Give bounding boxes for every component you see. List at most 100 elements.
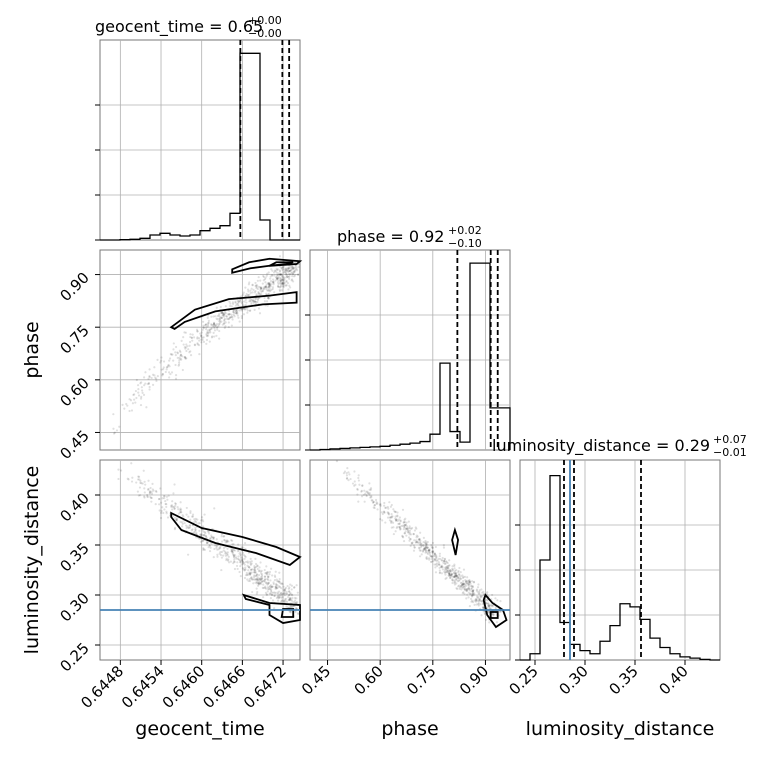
- scatter-luminosity-distance-vs-geocent-time-point-282: [278, 594, 281, 597]
- scatter-phase-vs-geocent-time-point-477: [260, 292, 263, 296]
- scatter-phase-vs-geocent-time-point-346: [279, 278, 282, 281]
- scatter-phase-vs-geocent-time-point-492: [241, 303, 245, 306]
- scatter-luminosity-distance-vs-geocent-time-point-238: [243, 576, 247, 580]
- scatter-luminosity-distance-vs-phase-point-9: [468, 581, 472, 584]
- scatter-luminosity-distance-vs-phase-point-591: [433, 558, 437, 561]
- scatter-phase-vs-geocent-time-point-580: [214, 324, 217, 327]
- scatter-luminosity-distance-vs-phase-point-253: [407, 520, 410, 523]
- scatter-luminosity-distance-vs-geocent-time-point-278: [225, 558, 228, 562]
- scatter-phase-vs-geocent-time-point-65: [268, 281, 271, 285]
- scatter-luminosity-distance-vs-geocent-time-point-551: [215, 544, 218, 547]
- scatter-luminosity-distance-vs-geocent-time-point-0: [249, 562, 252, 565]
- scatter-phase-vs-geocent-time-point-611: [241, 300, 244, 303]
- scatter-luminosity-distance-vs-geocent-time-point-298: [283, 592, 286, 595]
- scatter-luminosity-distance-vs-geocent-time-point-287: [224, 541, 227, 544]
- scatter-luminosity-distance-vs-phase-point-673: [416, 540, 419, 543]
- scatter-phase-vs-geocent-time-point-677: [242, 293, 245, 296]
- scatter-luminosity-distance-vs-phase-point-307: [391, 521, 395, 524]
- scatter-luminosity-distance-vs-geocent-time-point-604: [187, 553, 190, 556]
- scatter-luminosity-distance-vs-geocent-time-point-532: [281, 582, 284, 586]
- scatter-luminosity-distance-vs-phase-point-548: [453, 564, 456, 568]
- scatter-luminosity-distance-vs-phase-point-572: [457, 579, 461, 582]
- scatter-phase-vs-geocent-time-point-255: [295, 267, 298, 271]
- scatter-luminosity-distance-vs-phase-point-265: [370, 499, 373, 502]
- scatter-phase-vs-geocent-time-point-46: [154, 376, 157, 379]
- scatter-phase-vs-geocent-time-point-285: [253, 300, 257, 303]
- scatter-luminosity-distance-vs-phase-point-368: [428, 551, 431, 554]
- scatter-luminosity-distance-vs-phase-point-532: [426, 551, 429, 554]
- scatter-luminosity-distance-vs-geocent-time-point-455: [217, 548, 220, 551]
- scatter-luminosity-distance-vs-phase-point-563: [342, 472, 346, 475]
- scatter-luminosity-distance-vs-geocent-time-point-326: [243, 554, 246, 557]
- scatter-phase-vs-geocent-time-point-594: [227, 325, 230, 329]
- scatter-phase-vs-geocent-time-point-40: [279, 273, 282, 276]
- scatter-luminosity-distance-vs-phase-point-387: [491, 614, 495, 617]
- scatter-luminosity-distance-vs-phase-point-224: [470, 587, 473, 591]
- scatter-luminosity-distance-vs-geocent-time-point-217: [289, 591, 292, 595]
- ytick-label-phase-1: 0.60: [56, 374, 92, 410]
- scatter-luminosity-distance-vs-phase-point-658: [425, 545, 428, 548]
- scatter-luminosity-distance-vs-phase-point-380: [443, 559, 446, 563]
- scatter-phase-vs-geocent-time-point-218: [140, 381, 143, 384]
- scatter-luminosity-distance-vs-geocent-time-point-48: [230, 549, 233, 553]
- scatter-luminosity-distance-vs-phase-point-150: [371, 499, 374, 502]
- scatter-luminosity-distance-vs-geocent-time-point-269: [243, 541, 247, 545]
- scatter-phase-vs-geocent-time-point-95: [137, 391, 140, 394]
- scatter-luminosity-distance-vs-geocent-time-point-595: [234, 556, 238, 559]
- scatter-luminosity-distance-vs-phase-point-651: [383, 511, 386, 514]
- scatter-luminosity-distance-vs-geocent-time-point-465: [210, 535, 214, 539]
- scatter-luminosity-distance-vs-phase-point-488: [458, 573, 461, 576]
- title-luminosity-distance-plus: +0.07: [713, 433, 747, 446]
- scatter-phase-vs-geocent-time-point-524: [287, 267, 290, 270]
- scatter-luminosity-distance-vs-phase-point-566: [480, 600, 483, 603]
- scatter-phase-vs-geocent-time-point-660: [220, 316, 223, 319]
- scatter-luminosity-distance-vs-phase-point-27: [477, 598, 480, 601]
- scatter-luminosity-distance-vs-phase-point-388: [450, 573, 453, 576]
- scatter-phase-vs-geocent-time-point-373: [199, 332, 202, 335]
- scatter-phase-vs-geocent-time-point-458: [279, 279, 282, 282]
- scatter-luminosity-distance-vs-phase-point-229: [391, 515, 394, 518]
- scatter-phase-vs-geocent-time-point-241: [184, 346, 188, 349]
- scatter-luminosity-distance-vs-geocent-time-point-182: [208, 544, 211, 548]
- scatter-luminosity-distance-vs-phase-point-668: [388, 519, 392, 522]
- scatter-luminosity-distance-vs-phase-point-646: [388, 516, 392, 519]
- scatter-luminosity-distance-vs-phase-point-538: [471, 590, 474, 593]
- scatter-phase-vs-geocent-time-point-238: [219, 317, 222, 320]
- scatter-luminosity-distance-vs-geocent-time-point-45: [287, 593, 291, 597]
- scatter-luminosity-distance-vs-phase-point-15: [441, 566, 444, 569]
- scatter-luminosity-distance-vs-phase-point-228: [471, 591, 475, 595]
- scatter-luminosity-distance-vs-geocent-time-point-208: [210, 534, 213, 537]
- scatter-luminosity-distance-vs-phase-point-508: [455, 574, 458, 577]
- scatter-phase-vs-geocent-time-point-473: [212, 325, 215, 328]
- scatter-phase-vs-geocent-time-point-107: [276, 277, 279, 280]
- scatter-luminosity-distance-vs-geocent-time-point-579: [287, 595, 290, 599]
- scatter-luminosity-distance-vs-phase-point-84: [416, 535, 419, 538]
- scatter-luminosity-distance-vs-phase-point-582: [419, 531, 422, 534]
- scatter-phase-vs-geocent-time-point-487: [257, 307, 261, 310]
- scatter-luminosity-distance-vs-phase-point-436: [443, 566, 447, 569]
- scatter-luminosity-distance-vs-geocent-time-point-616: [212, 538, 215, 541]
- scatter-luminosity-distance-vs-phase-point-199: [394, 515, 397, 518]
- scatter-phase-vs-geocent-time-point-101: [184, 357, 187, 360]
- scatter-luminosity-distance-vs-phase-point-614: [477, 595, 480, 599]
- scatter-luminosity-distance-vs-phase-point-303: [408, 525, 411, 528]
- scatter-luminosity-distance-vs-phase-point-399: [376, 502, 379, 505]
- scatter-luminosity-distance-vs-geocent-time-point-613: [138, 486, 142, 489]
- scatter-luminosity-distance-vs-phase-point-298: [430, 550, 434, 553]
- scatter-phase-vs-geocent-time-point-380: [292, 267, 295, 270]
- scatter-luminosity-distance-vs-geocent-time-point-83: [295, 584, 298, 587]
- scatter-luminosity-distance-vs-geocent-time-point-661: [146, 495, 149, 499]
- scatter-phase-vs-geocent-time-point-682: [235, 312, 238, 315]
- scatter-luminosity-distance-vs-phase-point-342: [346, 467, 349, 470]
- scatter-phase-vs-geocent-time-point-543: [201, 336, 204, 340]
- scatter-luminosity-distance-vs-phase-point-300: [422, 548, 425, 551]
- scatter-phase-vs-geocent-time-point-264: [139, 382, 142, 385]
- scatter-phase-vs-geocent-time-point-459: [190, 336, 193, 340]
- scatter-luminosity-distance-vs-phase-point-444: [404, 530, 407, 533]
- scatter-luminosity-distance-vs-geocent-time-point-634: [173, 507, 176, 510]
- scatter-luminosity-distance-vs-phase-point-119: [424, 548, 427, 552]
- scatter-luminosity-distance-vs-geocent-time-point-354: [258, 569, 261, 572]
- scatter-phase-vs-geocent-time-point-229: [205, 326, 208, 329]
- scatter-luminosity-distance-vs-phase-point-476: [480, 614, 483, 617]
- xtick-label-phase-3: 0.90: [456, 662, 492, 698]
